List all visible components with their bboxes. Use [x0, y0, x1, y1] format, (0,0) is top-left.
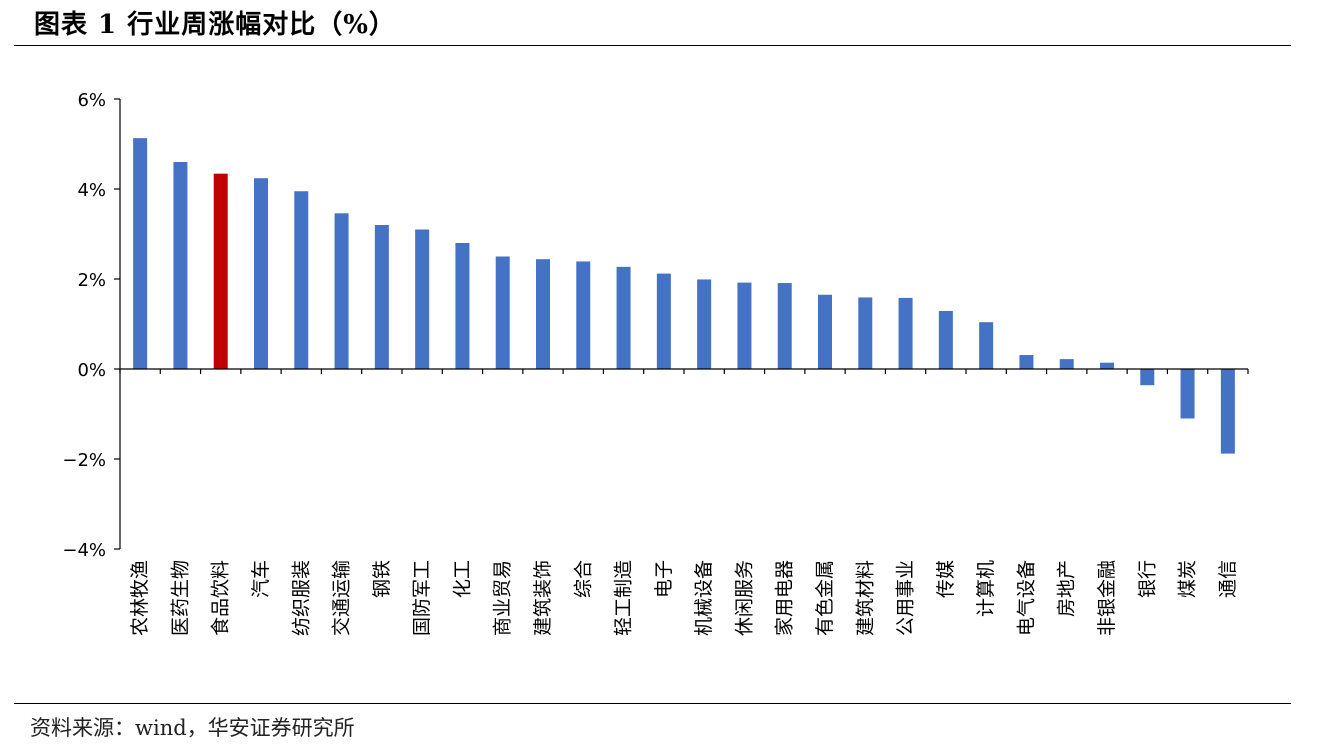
category-label: 电气设备 [1015, 560, 1037, 636]
category-label: 计算机 [975, 560, 997, 617]
category-label: 传媒 [935, 560, 957, 598]
bar [616, 266, 631, 369]
category-label: 银行 [1136, 560, 1158, 598]
category-label: 建筑装饰 [532, 560, 554, 636]
category-label: 交通运输 [331, 560, 353, 636]
bar [254, 178, 268, 369]
bar [294, 191, 309, 369]
y-tick-label: 0% [77, 360, 106, 381]
category-label: 纺织服装 [290, 560, 312, 636]
y-tick-label: 4% [77, 180, 106, 201]
y-tick-label: −2% [62, 450, 106, 471]
bar [415, 229, 430, 369]
category-label: 医药生物 [169, 560, 191, 636]
title-rule [14, 45, 1291, 46]
category-label: 机械设备 [693, 560, 715, 636]
category-label: 商业贸易 [492, 560, 514, 636]
y-tick-label: −4% [62, 540, 106, 561]
category-label: 汽车 [250, 560, 272, 598]
bar [576, 261, 591, 369]
y-tick-label: 6% [77, 90, 106, 111]
category-label: 国防军工 [411, 560, 433, 636]
category-label: 建筑材料 [854, 560, 876, 636]
bar [1220, 369, 1235, 454]
category-label: 轻工制造 [613, 560, 635, 636]
bar [777, 283, 792, 369]
y-tick-label: 2% [77, 270, 106, 291]
bar [737, 282, 752, 369]
bar [536, 259, 550, 369]
chart-title: 图表 1 行业周涨幅对比（%） [34, 10, 396, 40]
bar [858, 297, 873, 369]
bar [334, 213, 349, 369]
footer-rule [14, 703, 1291, 704]
category-label: 化工 [451, 560, 473, 598]
x-axis [119, 368, 1249, 374]
bar [979, 322, 994, 369]
y-axis: 6% 4% 2% 0% −2% −4% [62, 90, 121, 561]
category-label: 农林牧渔 [129, 560, 151, 636]
bar [697, 279, 712, 369]
bar [1100, 362, 1114, 369]
source-note: 资料来源：wind，华安证券研究所 [30, 716, 355, 740]
category-label: 通信 [1217, 560, 1239, 598]
category-label: 公用事业 [895, 560, 917, 636]
bar [495, 256, 510, 369]
bar [1059, 359, 1074, 369]
category-label: 家用电器 [774, 560, 796, 636]
bar [656, 273, 671, 369]
category-label: 综合 [572, 560, 594, 598]
category-label: 煤炭 [1177, 560, 1199, 598]
bar [455, 243, 470, 369]
bar [374, 225, 389, 369]
bar [1180, 369, 1195, 419]
bar [133, 138, 148, 369]
category-label: 电子 [653, 560, 675, 598]
bar [213, 173, 228, 369]
bar [1019, 355, 1034, 369]
category-label: 有色金属 [814, 560, 836, 636]
bar [818, 294, 832, 369]
category-label: 食品饮料 [210, 560, 232, 636]
category-labels: 农林牧渔 医药生物 食品饮料 汽车 纺织服装 交通运输 钢铁 国防军工 化工 商业贸易 建筑装饰 综合… [129, 560, 1239, 636]
bar [173, 162, 188, 369]
category-label: 房地产 [1056, 560, 1078, 617]
bar [938, 310, 953, 369]
bar [898, 297, 913, 369]
bar [1140, 369, 1155, 386]
bars [133, 138, 1235, 454]
category-label: 非银金融 [1096, 560, 1118, 636]
category-label: 钢铁 [371, 560, 393, 598]
category-label: 休闲服务 [733, 560, 755, 636]
